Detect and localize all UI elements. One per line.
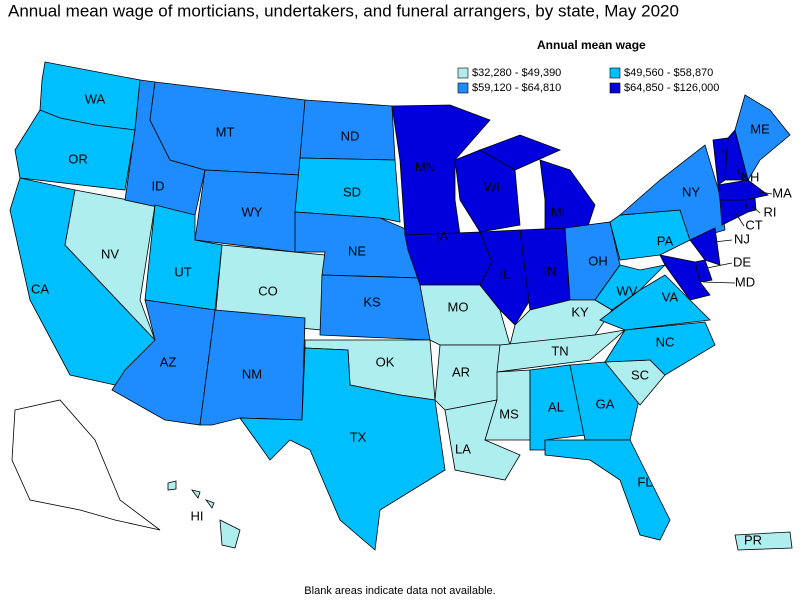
state-shape[interactable]: [659, 254, 711, 301]
states: WA OR CA NV ID MT WY UT CO AZ NM ND SD NE KS OK TX MN IA MO…: [9, 61, 793, 551]
state-label: UT: [174, 264, 191, 279]
state-label: SD: [343, 184, 361, 199]
legend-title: Annual mean wage: [537, 38, 646, 52]
state-label: GA: [596, 396, 615, 411]
state-label: NY: [682, 184, 700, 199]
state-shape[interactable]: [404, 231, 493, 286]
state-shape[interactable]: [239, 347, 446, 551]
state-label: MO: [448, 299, 469, 314]
state-label: TX: [350, 429, 367, 444]
legend-label: $32,280 - $49,390: [472, 67, 561, 79]
state-shape[interactable]: [167, 480, 241, 549]
state-label: TN: [551, 343, 568, 358]
state-label: PR: [744, 532, 762, 547]
state-label: WV: [617, 283, 638, 298]
legend-swatch: [457, 82, 469, 94]
legend: $32,280 - $49,390 $49,560 - $58,870 $59,12…: [457, 67, 719, 94]
state-label: IA: [436, 228, 449, 243]
state-label: IN: [544, 263, 557, 278]
alaska: [11, 399, 161, 531]
state-label: ME: [750, 121, 770, 136]
state-shape[interactable]: [509, 299, 613, 346]
state-shape[interactable]: [294, 157, 401, 223]
state-label: HI: [191, 508, 204, 523]
leader-line: [706, 262, 733, 269]
state-label: KS: [363, 294, 381, 309]
state-shape[interactable]: [391, 104, 491, 236]
leader-line: [713, 239, 733, 243]
state-shape[interactable]: [719, 199, 749, 226]
state-shape[interactable]: [496, 329, 627, 373]
state-shape[interactable]: [717, 179, 769, 201]
state-label: MN: [415, 159, 435, 174]
state-label: MA: [772, 185, 792, 200]
title: Annual mean wage of morticians, undertak…: [8, 1, 679, 20]
state-label: CO: [258, 283, 278, 298]
state-label: NC: [656, 334, 675, 349]
state-shape[interactable]: [609, 209, 691, 261]
state-label: WI: [484, 179, 500, 194]
state-label: SC: [631, 367, 649, 382]
leader-line: [702, 281, 736, 284]
footnote: Blank areas indicate data not available.: [304, 585, 495, 597]
legend-label: $64,850 - $126,000: [624, 82, 719, 94]
state-shape[interactable]: [14, 109, 136, 191]
leader-line: [759, 191, 773, 195]
state-label: CA: [31, 281, 49, 296]
state-shape[interactable]: [484, 369, 531, 441]
state-label: ID: [152, 178, 165, 193]
state-label: ND: [341, 128, 360, 143]
state-label: AZ: [160, 354, 177, 369]
state-label: MD: [735, 274, 755, 289]
state-label: MT: [216, 124, 235, 139]
legend-swatch: [609, 82, 621, 94]
state-label: AR: [452, 364, 470, 379]
state-label: FL: [637, 474, 652, 489]
leader-line: [736, 164, 741, 179]
legend-label: $49,560 - $58,870: [624, 67, 713, 79]
state-label: WA: [85, 91, 106, 106]
state-label: NM: [242, 366, 262, 381]
state-label: MS: [499, 406, 519, 421]
state-shape[interactable]: [734, 531, 793, 551]
state-label: RI: [764, 204, 777, 219]
state-label: LA: [455, 441, 471, 456]
leader-line: [751, 205, 761, 214]
state-label: NV: [101, 246, 119, 261]
leader-line: [734, 211, 745, 227]
state-label: NJ: [734, 231, 750, 246]
legend-label: $59,120 - $64,810: [472, 82, 561, 94]
state-label: PA: [657, 233, 674, 248]
state-label: MI: [551, 204, 565, 219]
state-label: WY: [242, 204, 263, 219]
state-label: OR: [68, 151, 88, 166]
legend-swatch: [457, 67, 469, 79]
state-shape[interactable]: [544, 439, 671, 541]
state-label: DE: [733, 254, 751, 269]
state-label: OH: [588, 253, 608, 268]
legend-swatch: [609, 67, 621, 79]
state-label: AL: [548, 399, 564, 414]
state-label: NE: [348, 243, 366, 258]
state-label: IL: [500, 266, 511, 281]
state-label: CT: [745, 217, 762, 232]
state-label: KY: [571, 304, 589, 319]
state-label: VA: [662, 289, 679, 304]
state-label: OK: [376, 354, 395, 369]
